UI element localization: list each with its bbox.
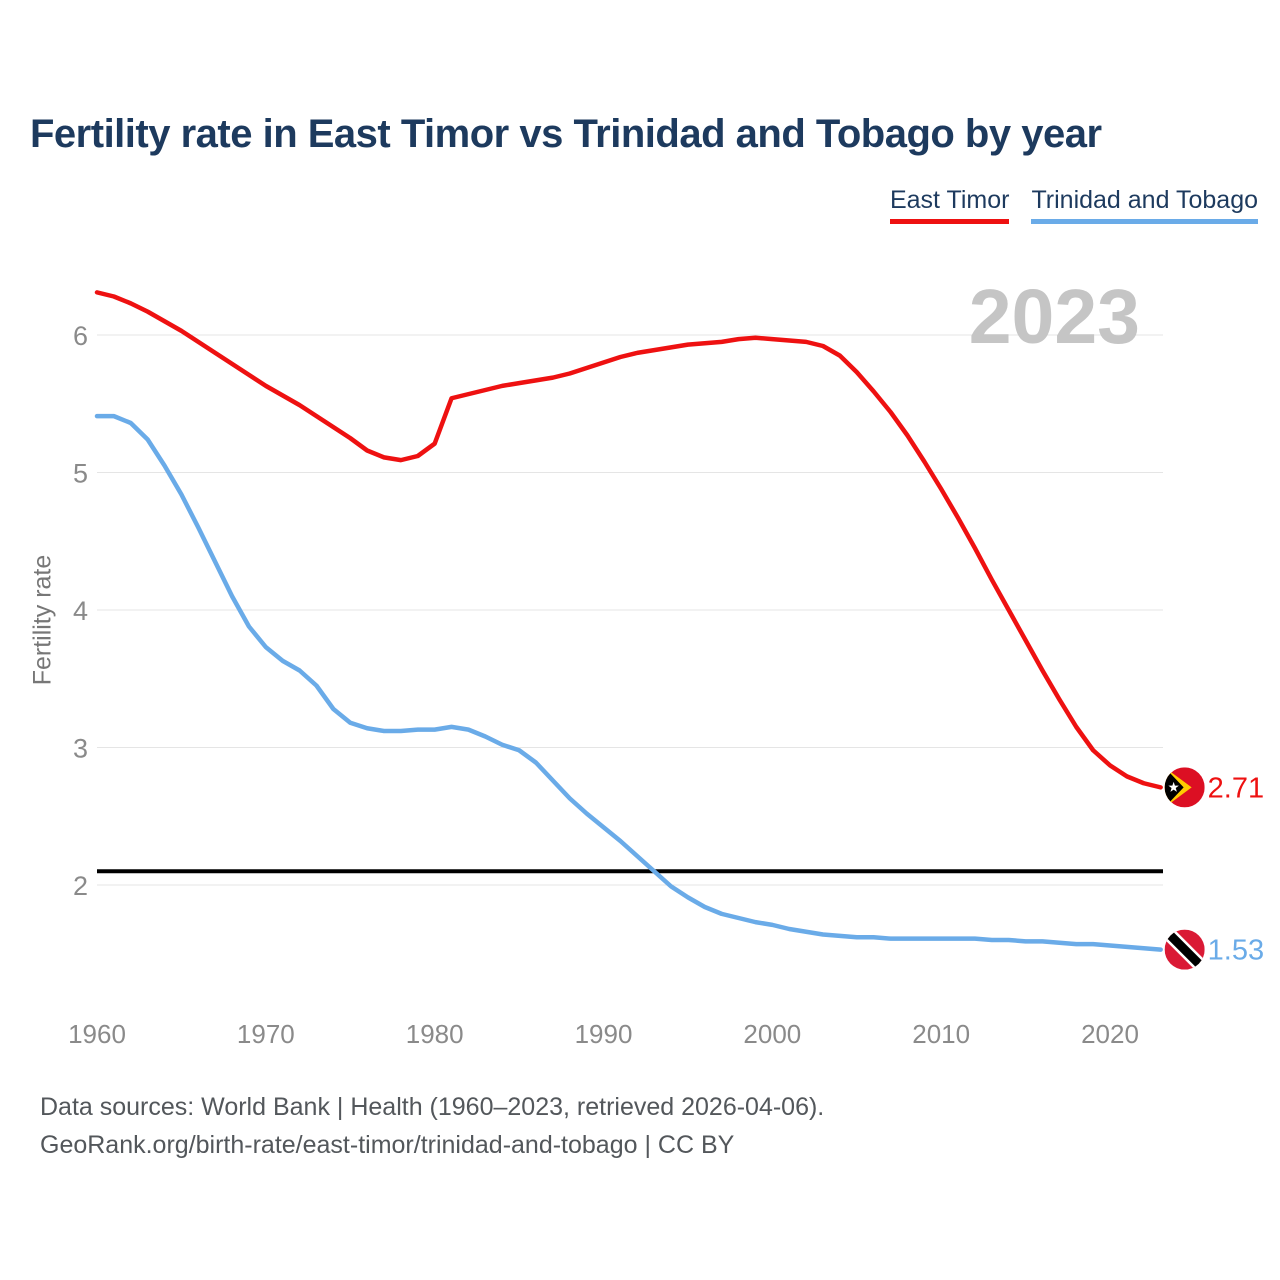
footer-sources-line: Data sources: World Bank | Health (1960–… [40, 1093, 825, 1121]
east-timor-line[interactable] [94, 290, 1163, 790]
gridlines [97, 334, 1163, 886]
legend-color-bar-trinidad-and-tobago [1031, 219, 1258, 224]
footer-attribution-line: GeoRank.org/birth-rate/east-timor/trinid… [40, 1131, 735, 1159]
year-watermark: 2023 [969, 274, 1140, 360]
y-axis-tick-labels: 2 3 4 5 6 [73, 321, 88, 901]
legend: East Timor Trinidad and Tobago [889, 186, 1258, 224]
x-tick-label: 1970 [237, 1019, 295, 1049]
x-tick-label: 2020 [1081, 1019, 1139, 1049]
y-tick-label: 6 [73, 321, 88, 351]
trinidad-and-tobago-line[interactable] [94, 413, 1163, 952]
y-tick-label: 5 [73, 459, 88, 489]
y-tick-label: 3 [73, 734, 88, 764]
trinidad-and-tobago-end-marker[interactable]: 1.53 [1164, 929, 1264, 970]
trinidad-and-tobago-end-value: 1.53 [1208, 935, 1264, 967]
x-tick-label: 2010 [912, 1019, 970, 1049]
east-timor-flag-icon [1164, 767, 1205, 808]
legend-color-bar-east-timor [889, 219, 1010, 224]
legend-label-east-timor: East Timor [889, 186, 1010, 214]
x-tick-label: 1990 [575, 1019, 633, 1049]
x-axis-tick-labels: 1960 1970 1980 1990 2000 2010 2020 [68, 1019, 1139, 1049]
legend-item-east-timor[interactable]: East Timor [889, 186, 1010, 224]
footer: Data sources: World Bank | Health (1960–… [40, 1088, 824, 1164]
y-tick-label: 2 [73, 871, 88, 901]
y-axis-title: Fertility rate [28, 554, 57, 686]
x-tick-label: 2000 [743, 1019, 801, 1049]
trinidad-and-tobago-flag-icon [1164, 929, 1205, 970]
page-title: Fertility rate in East Timor vs Trinidad… [30, 112, 1102, 156]
legend-item-trinidad-and-tobago[interactable]: Trinidad and Tobago [1031, 186, 1258, 224]
east-timor-end-marker[interactable]: 2.71 [1164, 767, 1264, 808]
x-tick-label: 1980 [406, 1019, 464, 1049]
east-timor-end-value: 2.71 [1208, 772, 1264, 804]
x-tick-label: 1960 [68, 1019, 126, 1049]
legend-label-trinidad-and-tobago: Trinidad and Tobago [1031, 186, 1258, 214]
y-tick-label: 4 [73, 596, 88, 626]
